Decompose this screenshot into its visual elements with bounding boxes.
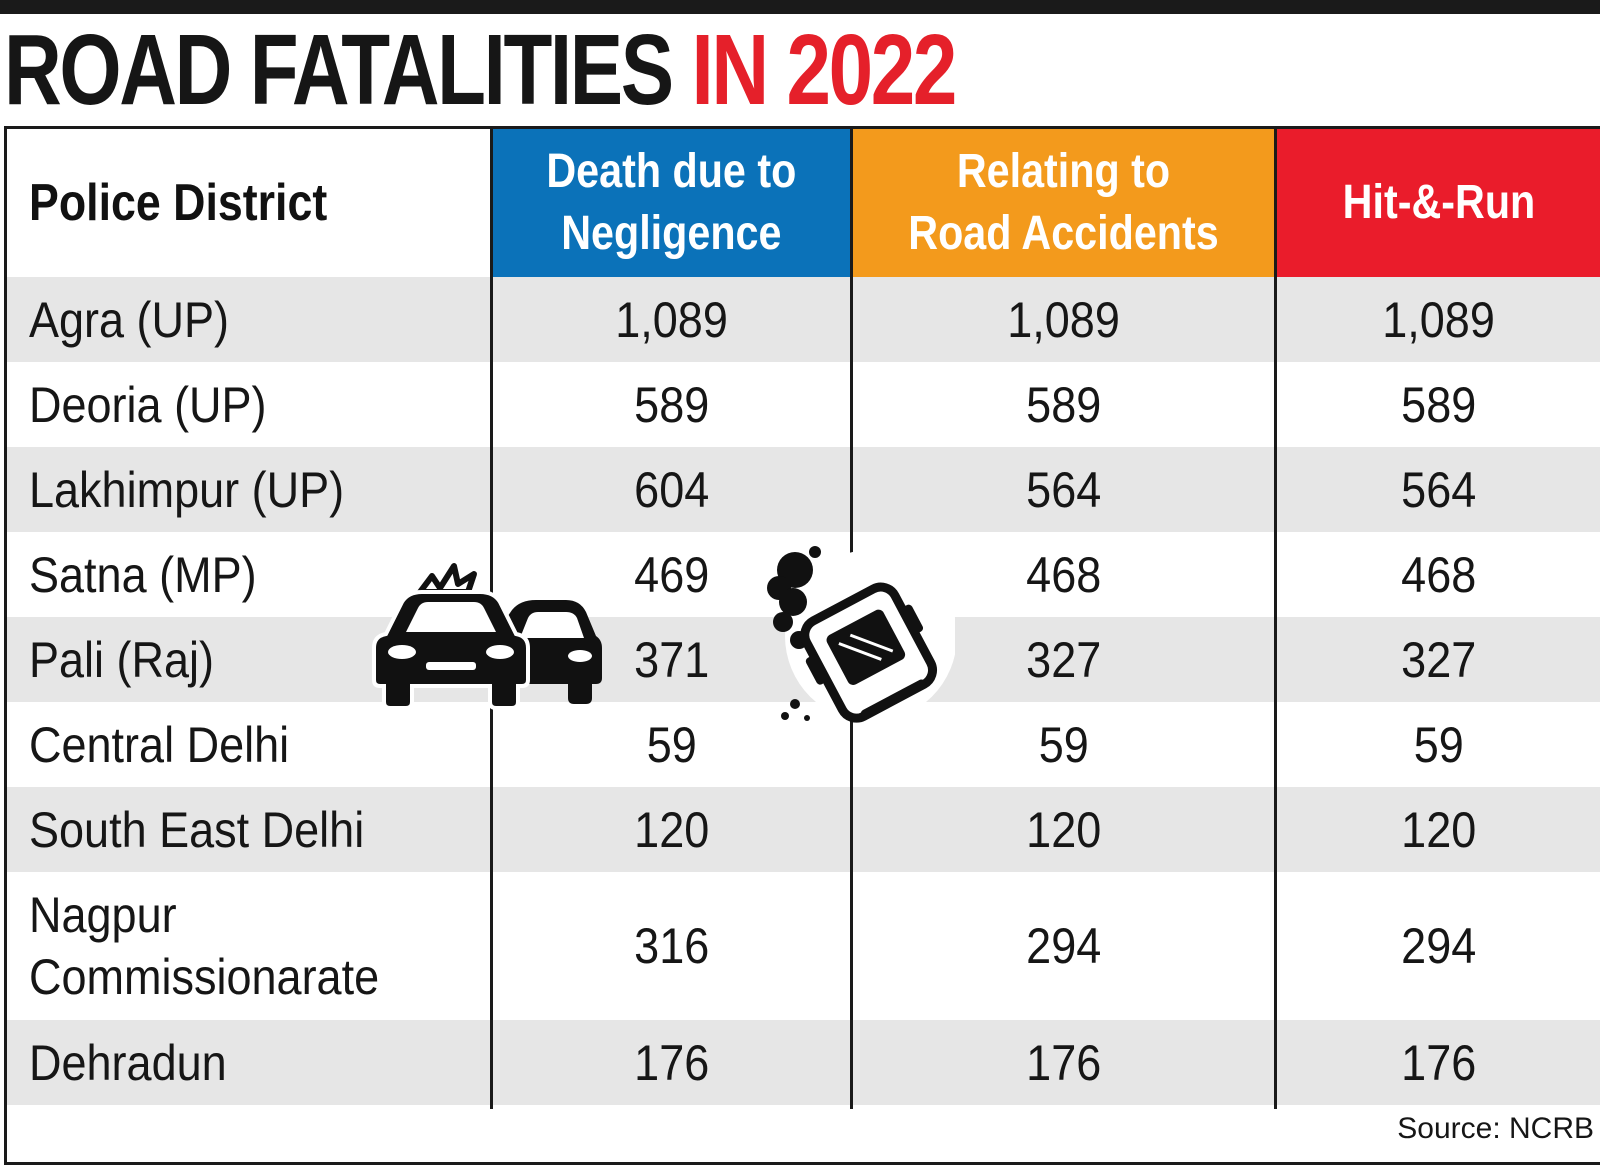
- negligence-value: 469: [493, 532, 850, 617]
- value-text: 59: [646, 716, 697, 773]
- hit-and-run-value: 1,089: [1277, 277, 1600, 362]
- table-row: Central Delhi 59 59 59: [7, 702, 1600, 787]
- value-text: 327: [1400, 631, 1477, 688]
- value-text: 120: [633, 801, 710, 858]
- table-row: Satna (MP) 469 468 468: [7, 532, 1600, 617]
- value-text: 468: [1025, 546, 1102, 603]
- overturned-car-icon: [767, 546, 955, 723]
- district-label: Agra (UP): [29, 291, 230, 348]
- district-name: Central Delhi: [29, 702, 489, 787]
- value-text: 1,089: [1382, 291, 1495, 348]
- top-rule: [0, 0, 1600, 14]
- negligence-value: 316: [493, 872, 850, 1020]
- value-text: 59: [1413, 716, 1464, 773]
- district-name: Pali (Raj): [29, 617, 489, 702]
- value-text: 176: [633, 1034, 710, 1091]
- negligence-value: 1,089: [493, 277, 850, 362]
- header-label: Police District: [29, 174, 328, 232]
- table-row: Agra (UP) 1,089 1,089 1,089: [7, 277, 1600, 362]
- road-accidents-value: 1,089: [853, 277, 1274, 362]
- value-text: 120: [1025, 801, 1102, 858]
- value-text: 176: [1025, 1034, 1102, 1091]
- district-label: Central Delhi: [29, 716, 290, 773]
- header-negligence: Death due to Negligence: [493, 129, 850, 277]
- value-text: 59: [1038, 716, 1089, 773]
- road-accidents-value: 59: [853, 702, 1274, 787]
- value-text: 589: [633, 376, 710, 433]
- table-frame: Police District Death due to Negligence …: [4, 126, 1600, 1165]
- hit-and-run-value: 564: [1277, 447, 1600, 532]
- district-label: Nagpur Commissionarate: [29, 887, 380, 1005]
- hit-and-run-value: 468: [1277, 532, 1600, 617]
- road-accidents-value: 327: [853, 617, 1274, 702]
- road-accidents-value: 120: [853, 787, 1274, 872]
- header-label: Death due to Negligence: [546, 145, 797, 260]
- value-text: 564: [1025, 461, 1102, 518]
- value-text: 176: [1400, 1034, 1477, 1091]
- road-accidents-value: 468: [853, 532, 1274, 617]
- value-text: 1,089: [615, 291, 728, 348]
- district-label: Satna (MP): [29, 546, 257, 603]
- title-accent: IN 2022: [691, 14, 958, 126]
- value-text: 371: [633, 631, 710, 688]
- negligence-value: 604: [493, 447, 850, 532]
- district-name: Satna (MP): [29, 532, 489, 617]
- road-accidents-value: 564: [853, 447, 1274, 532]
- value-text: 327: [1025, 631, 1102, 688]
- value-text: 468: [1400, 546, 1477, 603]
- district-label: South East Delhi: [29, 801, 365, 858]
- negligence-value: 589: [493, 362, 850, 447]
- header-row: Police District Death due to Negligence …: [7, 129, 1600, 277]
- district-label: Lakhimpur (UP): [29, 461, 345, 518]
- value-text: 294: [1025, 918, 1102, 974]
- district-label: Deoria (UP): [29, 376, 267, 433]
- district-name: Dehradun: [29, 1020, 489, 1105]
- road-accidents-value: 589: [853, 362, 1274, 447]
- road-accidents-value: 176: [853, 1020, 1274, 1105]
- table-row: Lakhimpur (UP) 604 564 564: [7, 447, 1600, 532]
- header-label: Relating to Road Accidents: [908, 145, 1219, 260]
- value-text: 604: [633, 461, 710, 518]
- district-label: Dehradun: [29, 1034, 227, 1091]
- table-row: Dehradun 176 176 176: [7, 1020, 1600, 1105]
- header-police-district: Police District: [7, 129, 493, 277]
- value-text: 1,089: [1007, 291, 1120, 348]
- value-text: 316: [633, 918, 710, 974]
- district-label: Pali (Raj): [29, 631, 215, 688]
- negligence-value: 59: [493, 702, 850, 787]
- district-name: South East Delhi: [29, 787, 489, 872]
- table-row: South East Delhi 120 120 120: [7, 787, 1600, 872]
- negligence-value: 176: [493, 1020, 850, 1105]
- header-hit-and-run: Hit-&-Run: [1277, 129, 1600, 277]
- car-collision-icon: [372, 563, 602, 710]
- negligence-value: 120: [493, 787, 850, 872]
- district-name: Nagpur Commissionarate: [29, 872, 489, 1020]
- district-name: Lakhimpur (UP): [29, 447, 489, 532]
- hit-and-run-value: 327: [1277, 617, 1600, 702]
- value-text: 589: [1400, 376, 1477, 433]
- district-name: Deoria (UP): [29, 362, 489, 447]
- road-accidents-value: 294: [853, 872, 1274, 1020]
- value-text: 120: [1400, 801, 1477, 858]
- value-text: 469: [633, 546, 710, 603]
- column-divider: [1274, 129, 1277, 1109]
- hit-and-run-value: 120: [1277, 787, 1600, 872]
- header-label: Hit-&-Run: [1342, 176, 1535, 229]
- table-row: Nagpur Commissionarate 316 294 294: [7, 872, 1600, 1020]
- title-main: ROAD FATALITIES: [4, 14, 674, 126]
- value-text: 294: [1400, 918, 1477, 974]
- table-row: Deoria (UP) 589 589 589: [7, 362, 1600, 447]
- header-road-accidents: Relating to Road Accidents: [853, 129, 1274, 277]
- chart-title: ROAD FATALITIES IN 2022: [4, 18, 957, 122]
- hit-and-run-value: 59: [1277, 702, 1600, 787]
- hit-and-run-value: 294: [1277, 872, 1600, 1020]
- district-name: Agra (UP): [29, 277, 489, 362]
- hit-and-run-value: 176: [1277, 1020, 1600, 1105]
- negligence-value: 371: [493, 617, 850, 702]
- value-text: 589: [1025, 376, 1102, 433]
- source-note: Source: NCRB: [1397, 1112, 1594, 1145]
- value-text: 564: [1400, 461, 1477, 518]
- hit-and-run-value: 589: [1277, 362, 1600, 447]
